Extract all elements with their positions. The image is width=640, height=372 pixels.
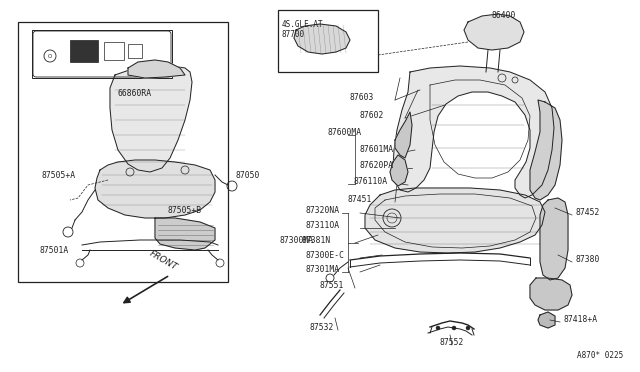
Bar (104, 42, 124, 60)
Polygon shape (395, 112, 412, 158)
Text: 87380: 87380 (575, 255, 600, 264)
Text: 87603: 87603 (350, 93, 374, 102)
Text: 4S.GLE.AT: 4S.GLE.AT (282, 20, 324, 29)
Text: 86400: 86400 (492, 11, 516, 20)
Text: 87320NA: 87320NA (305, 206, 339, 215)
Bar (32, 30, 172, 78)
Text: 87301MA: 87301MA (305, 265, 339, 274)
Polygon shape (155, 218, 215, 250)
Text: 87600MA: 87600MA (328, 128, 362, 137)
Text: FRONT: FRONT (148, 249, 179, 272)
Text: 87451: 87451 (348, 195, 372, 204)
Text: 87602: 87602 (360, 111, 385, 120)
Circle shape (466, 326, 470, 330)
Bar (18, 22, 228, 282)
Polygon shape (365, 188, 545, 253)
Text: 87551: 87551 (320, 281, 344, 290)
Text: 66860RA: 66860RA (118, 89, 152, 98)
Text: 87532: 87532 (310, 323, 334, 332)
Polygon shape (390, 155, 408, 186)
Text: 87418+A: 87418+A (563, 315, 597, 324)
Polygon shape (95, 160, 215, 218)
Bar (278, 10, 378, 72)
Text: 87452: 87452 (575, 208, 600, 217)
Text: 87505+A: 87505+A (42, 171, 76, 180)
Circle shape (452, 326, 456, 330)
Text: 87501A: 87501A (40, 246, 69, 255)
Polygon shape (540, 198, 568, 280)
Polygon shape (393, 66, 554, 198)
Circle shape (436, 326, 440, 330)
Text: O: O (48, 54, 52, 58)
Text: 87300E-C: 87300E-C (305, 251, 344, 260)
Text: 87311OA: 87311OA (305, 221, 339, 230)
Text: A870* 0225: A870* 0225 (577, 351, 623, 360)
Text: 87300MA: 87300MA (280, 236, 314, 245)
Text: 87700: 87700 (282, 30, 305, 39)
Polygon shape (464, 14, 524, 50)
Polygon shape (530, 278, 572, 310)
Bar (70, 40, 98, 62)
Polygon shape (294, 24, 350, 54)
Text: 87601MA: 87601MA (360, 145, 394, 154)
Text: 87620PA: 87620PA (360, 161, 394, 170)
Polygon shape (128, 60, 185, 78)
Text: 87381N: 87381N (302, 236, 332, 245)
Polygon shape (530, 100, 562, 200)
Text: 87505+B: 87505+B (168, 206, 202, 215)
Text: 87050: 87050 (235, 171, 259, 180)
Bar (128, 44, 142, 58)
Text: 876110A: 876110A (353, 177, 387, 186)
Text: 87552: 87552 (440, 338, 465, 347)
Polygon shape (110, 65, 192, 172)
Polygon shape (538, 312, 555, 328)
